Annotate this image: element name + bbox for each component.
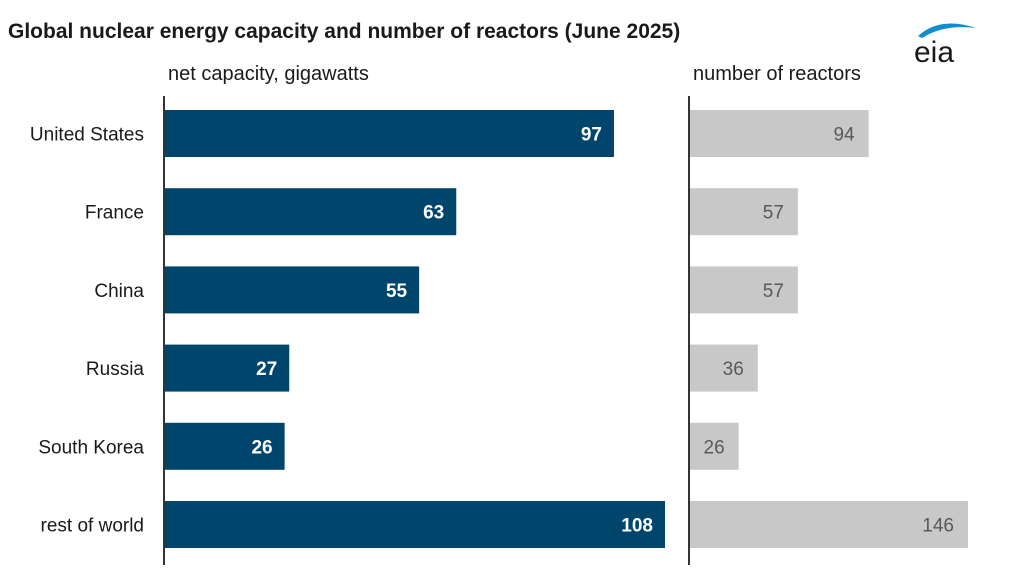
capacity-value-label: 55: [386, 281, 408, 302]
capacity-bar: [164, 344, 290, 392]
logo-text: eia: [914, 36, 954, 68]
capacity-value-label: 97: [581, 125, 602, 146]
capacity-bar: [164, 110, 614, 157]
reactors-value-label: 146: [922, 516, 954, 537]
reactors-value-label: 57: [763, 203, 784, 224]
capacity-bar: [164, 501, 665, 548]
capacity-bar: [164, 266, 420, 314]
capacity-bar: [164, 422, 285, 470]
category-label: China: [94, 281, 144, 302]
capacity-value-label: 26: [251, 437, 272, 458]
capacity-value-label: 108: [621, 516, 653, 537]
reactors-bar: [689, 422, 739, 470]
reactors-bar: [689, 110, 869, 157]
logo-swoosh-icon: [918, 23, 976, 38]
reactors-value-label: 57: [763, 281, 784, 302]
category-label: Russia: [86, 359, 145, 380]
capacity-value-label: 63: [423, 203, 444, 224]
eia-logo: eia: [900, 14, 980, 69]
reactors-bar: [689, 266, 798, 314]
category-label: France: [85, 203, 144, 224]
reactors-bar: [689, 188, 798, 236]
reactors-bar: [689, 344, 758, 392]
capacity-value-label: 27: [256, 359, 277, 380]
category-label: United States: [30, 125, 144, 146]
capacity-bar: [164, 188, 457, 236]
reactors-value-label: 36: [723, 359, 744, 380]
capacity-panel-title: net capacity, gigawatts: [168, 63, 369, 85]
category-label: South Korea: [38, 437, 144, 458]
reactors-panel-title: number of reactors: [693, 63, 861, 85]
reactors-value-label: 94: [833, 125, 855, 146]
chart-title: Global nuclear energy capacity and numbe…: [8, 20, 681, 43]
reactors-bar: [689, 501, 968, 548]
reactors-value-label: 26: [704, 437, 725, 458]
category-label: rest of world: [41, 516, 144, 537]
